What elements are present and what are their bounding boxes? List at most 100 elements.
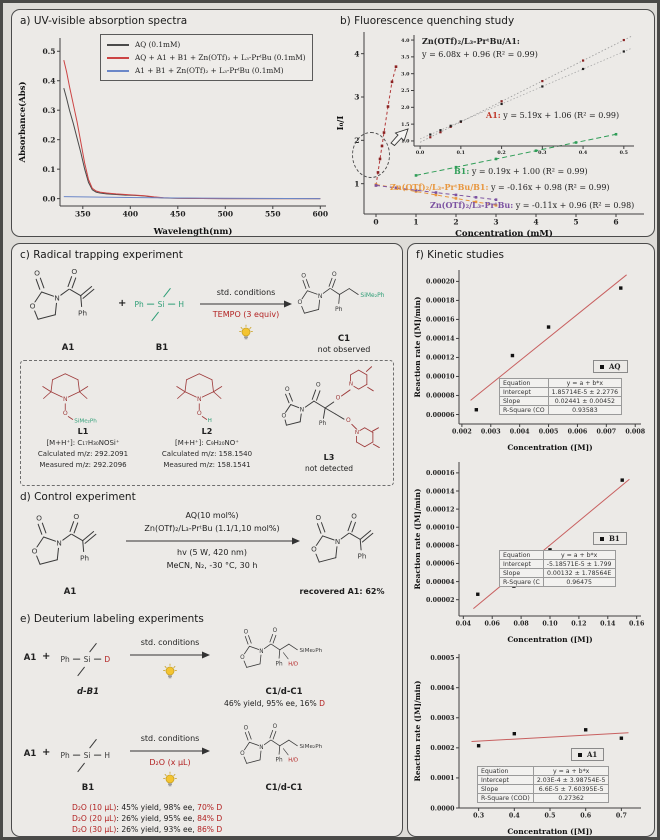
svg-text:N: N [355,430,359,436]
svg-text:N: N [318,293,323,300]
svg-text:O: O [316,513,322,522]
svg-text:SiMe₂Ph: SiMe₂Ph [300,744,323,750]
legend-swatch [107,69,129,72]
plus-sign: + [118,298,127,309]
svg-text:0.14: 0.14 [600,620,616,627]
c1-note: not observed [317,345,371,354]
svg-text:0.00018: 0.00018 [426,298,455,305]
svg-text:Ph: Ph [61,751,71,760]
a1-structure: O O O N Ph [18,262,118,342]
svg-text:O: O [63,410,68,417]
svg-text:O: O [311,545,317,554]
svg-text:0.0: 0.0 [42,194,55,203]
svg-text:1: 1 [413,218,418,227]
svg-text:0.00020: 0.00020 [426,279,455,286]
svg-text:Ph: Ph [319,420,327,427]
svg-text:Ph: Ph [275,757,282,763]
svg-text:Ph: Ph [80,554,89,563]
svg-text:3: 3 [354,93,359,102]
light-bulb-icon [238,324,254,344]
svg-text:H/D: H/D [288,661,298,667]
svg-text:O: O [34,269,40,278]
svg-text:D: D [104,655,110,664]
svg-text:0.00006: 0.00006 [426,561,455,568]
marker-swatch [600,536,604,541]
svg-text:O: O [240,751,245,757]
panel-d: d) Control experiment O O O N Ph A1 AQ(10 mo… [12,489,400,611]
reaction-arrow [130,651,210,659]
svg-text:0.00014: 0.00014 [426,488,455,495]
b1-annotation: B1: y = 0.19x + 1.00 (R² = 0.99) [454,166,588,176]
rxn1-result: 46% yield, 95% ee, 16% D [224,699,325,708]
svg-text:Si: Si [158,300,165,309]
svg-text:0.2: 0.2 [42,135,55,144]
a1-structure: O O O N Ph [20,507,120,587]
svg-text:4: 4 [354,49,359,58]
svg-text:0.0002: 0.0002 [430,745,454,752]
svg-text:O: O [332,271,337,278]
svg-text:O: O [281,412,286,419]
svg-text:Ph: Ph [335,306,343,313]
svg-text:Concentration (mM): Concentration (mM) [455,228,553,238]
legend-swatch [107,56,129,59]
c1-dc1-structure: O O O N Ph H/D SiMe₂Ph [220,719,348,781]
recovered-a1-structure: O O O N Ph [300,507,396,584]
svg-text:O: O [301,272,306,279]
condition-aq: AQ(10 mol%) [185,511,239,520]
tempo-adducts-box: N O SiMe₂Ph L1 [M+H⁺]: C₁₇H₃₀NOSi⁺ Calcula… [20,360,394,486]
marker-swatch [578,752,582,757]
svg-text:Ph: Ph [61,655,71,664]
svg-text:N: N [56,539,62,548]
l3-note: not detected [304,464,354,473]
svg-text:O: O [36,514,42,523]
svg-text:4: 4 [533,218,538,227]
svg-text:N: N [349,382,353,388]
svg-text:O: O [32,546,38,555]
svg-text:0.00008: 0.00008 [426,543,455,550]
stern-volmer-inset-svg: 0.0 0.1 0.2 0.3 0.4 0.5 1.0 1.5 2.0 2.5 3.0 3.5 4.0 [401,35,634,156]
l1-calc: Calculated m/z: 292.2091 [37,450,129,458]
kinetics-chart-a1: 0.3 0.4 0.5 0.6 0.7 0.0000 0.0001 0.0002 0.0003 0… [411,646,651,836]
svg-text:1: 1 [354,179,359,188]
svg-text:H: H [208,418,212,424]
svg-text:O: O [197,410,202,417]
a1-text: A1 [23,749,37,759]
a1-label: A1 [61,343,75,353]
product-label: C1/d-C1 [265,783,303,793]
c1-dc1-structure: O O O N Ph H/D SiMe₂Ph [220,623,348,685]
reaction-arrow [200,300,292,308]
svg-text:3.5: 3.5 [401,55,409,61]
svg-text:0.4: 0.4 [579,150,588,156]
svg-text:500: 500 [217,210,233,219]
conditions-top: std. conditions [140,734,200,743]
svg-text:400: 400 [122,210,138,219]
l3-label: L3 [323,453,335,462]
svg-text:0.0: 0.0 [416,150,425,156]
svg-text:Ph: Ph [135,300,145,309]
a1-annotation: A1: y = 5.19x + 1.06 (R² = 0.99) [486,110,620,120]
zoom-arrow-icon [390,128,409,147]
plus-sign: + [42,747,51,758]
panel-a-title: a) UV-visible absorption spectra [20,15,188,27]
legend-item: A1 + B1 + Zn(OTf)₂ + L₃-PrᵗBu (0.1mM) [107,64,306,77]
svg-text:O: O [71,267,77,276]
svg-text:I₀/I: I₀/I [336,116,346,131]
svg-text:0.0003: 0.0003 [430,715,454,722]
svg-text:1.5: 1.5 [401,122,409,128]
svg-text:SiMe₂Ph: SiMe₂Ph [74,419,97,425]
legend-item: AQ (0.1mM) [107,38,306,51]
svg-text:0.00006: 0.00006 [426,412,455,419]
panel-f-title: f) Kinetic studies [416,249,504,261]
svg-text:H: H [178,300,184,309]
svg-text:0.16: 0.16 [629,620,645,627]
svg-text:N: N [300,406,305,413]
plus-sign: + [42,651,51,662]
svg-text:0.0004: 0.0004 [430,685,455,692]
svg-text:0.00012: 0.00012 [426,355,454,362]
svg-text:Concentration ([M]): Concentration ([M]) [507,443,592,452]
svg-text:0.10: 0.10 [542,620,558,627]
svg-text:Ph: Ph [275,661,282,667]
